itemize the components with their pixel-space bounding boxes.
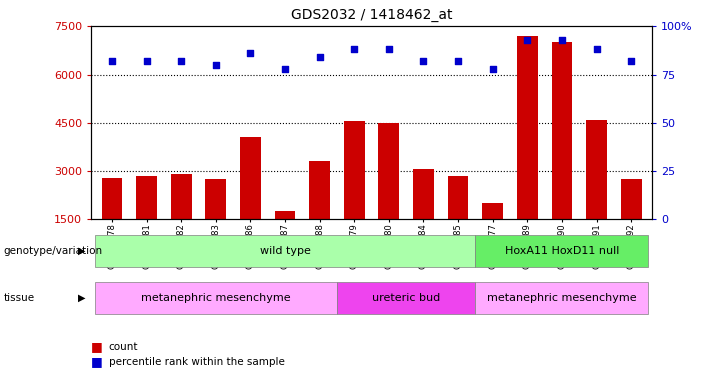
Bar xyxy=(205,179,226,268)
Point xyxy=(141,58,152,64)
Bar xyxy=(171,174,191,268)
Text: genotype/variation: genotype/variation xyxy=(4,246,102,256)
Point xyxy=(487,66,498,72)
Bar xyxy=(482,203,503,268)
Point xyxy=(522,37,533,43)
Bar xyxy=(586,120,607,268)
Point xyxy=(280,66,291,72)
Bar xyxy=(413,170,434,268)
Text: ■: ■ xyxy=(91,340,103,353)
Bar xyxy=(475,235,648,267)
Text: HoxA11 HoxD11 null: HoxA11 HoxD11 null xyxy=(505,246,619,256)
Bar xyxy=(102,177,122,268)
Bar xyxy=(275,211,295,268)
Bar xyxy=(448,176,468,268)
Point xyxy=(348,46,360,53)
Text: ureteric bud: ureteric bud xyxy=(372,293,440,303)
Text: ▶: ▶ xyxy=(78,293,86,303)
Text: percentile rank within the sample: percentile rank within the sample xyxy=(109,357,285,367)
Bar xyxy=(621,179,641,268)
Text: count: count xyxy=(109,342,138,352)
Bar xyxy=(337,282,475,314)
Point xyxy=(452,58,463,64)
Point xyxy=(210,62,222,68)
Title: GDS2032 / 1418462_at: GDS2032 / 1418462_at xyxy=(291,9,452,22)
Point xyxy=(107,58,118,64)
Point xyxy=(418,58,429,64)
Bar xyxy=(475,282,648,314)
Bar xyxy=(95,235,475,267)
Point xyxy=(245,50,256,56)
Point xyxy=(314,54,325,60)
Bar xyxy=(343,121,365,268)
Text: tissue: tissue xyxy=(4,293,34,303)
Text: metanephric mesenchyme: metanephric mesenchyme xyxy=(487,293,637,303)
Point xyxy=(383,46,395,53)
Point xyxy=(175,58,186,64)
Bar xyxy=(309,161,330,268)
Bar xyxy=(136,176,157,268)
Bar xyxy=(552,42,572,268)
Point xyxy=(625,58,637,64)
Point xyxy=(591,46,602,53)
Bar xyxy=(379,123,400,268)
Bar xyxy=(517,36,538,268)
Text: metanephric mesenchyme: metanephric mesenchyme xyxy=(141,293,291,303)
Bar xyxy=(95,282,337,314)
Text: wild type: wild type xyxy=(259,246,311,256)
Bar xyxy=(240,137,261,268)
Text: ▶: ▶ xyxy=(78,246,86,256)
Point xyxy=(557,37,568,43)
Text: ■: ■ xyxy=(91,356,103,368)
